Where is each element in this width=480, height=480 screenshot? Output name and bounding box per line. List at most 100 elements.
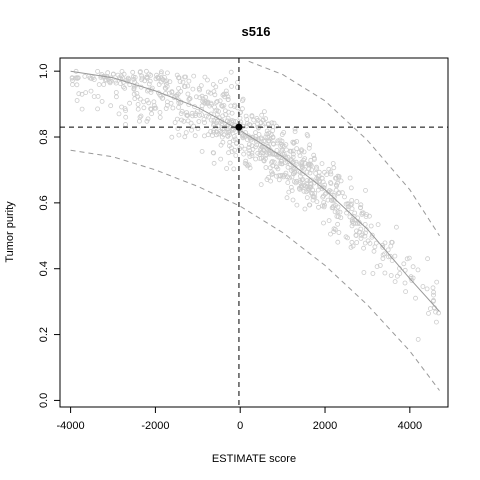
scatter-point [192,113,198,119]
scatter-point [415,336,421,342]
scatter-point [131,91,137,97]
scatter-point [278,143,284,149]
scatter-point [137,96,143,102]
scatter-point [151,99,157,105]
scatter-point [393,224,399,230]
scatter-point [174,94,180,99]
scatter-point [135,106,141,112]
scatter-point [274,147,280,153]
scatter-point [285,180,291,186]
x-axis-label: ESTIMATE score [212,453,296,465]
scatter-point [284,195,290,201]
scatter-point [125,75,131,81]
x-tick-label: 2000 [313,420,337,432]
scatter-point [392,279,398,285]
scatter-point [294,139,300,144]
scatter-point [175,91,181,97]
scatter-point [216,127,222,133]
scatter-point [306,202,312,208]
scatter-point [144,88,150,94]
scatter-point [137,114,143,120]
scatter-point [91,94,97,99]
scatter-point [180,79,186,85]
scatter-point [266,174,272,180]
fit-curve [70,70,440,312]
scatter-point [70,82,75,87]
scatter-point [336,175,342,181]
scatter-point [95,94,101,99]
scatter-point [276,177,282,183]
scatter-point [201,117,207,122]
scatter-point [176,105,182,110]
scatter-point [297,186,303,192]
scatter-point [221,103,227,108]
scatter-point [363,214,369,220]
scatter-point [410,264,416,270]
scatter-point [137,70,143,75]
scatter-point [302,206,308,212]
scatter-point [288,167,294,173]
scatter-point [269,171,275,177]
scatter-point [108,103,114,109]
scatter-point [322,182,328,188]
scatter-point [266,138,272,144]
scatter-point [118,76,123,82]
scatter-point [121,84,126,90]
scatter-point [75,75,81,81]
scatter-point [96,82,102,87]
scatter-point [202,120,207,125]
scatter-point [263,134,269,140]
scatter-point [249,113,255,118]
scatter-point [123,122,128,127]
scatter-point [205,99,211,105]
scatter-point [190,113,196,119]
scatter-point [337,209,343,215]
scatter-point [181,84,187,89]
scatter-point [224,166,230,171]
scatter-point [227,160,233,166]
x-tick-label: -2000 [141,420,169,432]
scatter-point [214,120,219,126]
scatter-point [191,123,197,129]
scatter-point [141,105,147,111]
scatter-point [269,120,275,126]
scatter-point [152,105,157,111]
scatter-point [74,82,80,88]
scatter-point [336,230,342,235]
scatter-point [343,234,349,240]
scatter-point [394,273,400,279]
scatter-point [212,92,218,98]
scatter-point [290,148,296,154]
scatter-point [338,215,344,221]
scatter-point [185,83,191,89]
y-tick-label: 0.8 [38,129,50,144]
scatter-point [141,99,147,105]
scatter-point [237,115,243,121]
scatter-point [251,117,257,123]
scatter-point [118,81,123,86]
scatter-point [382,251,387,257]
scatter-point [157,115,163,120]
scatter-point [289,188,295,194]
scatter-point [415,267,421,273]
scatter-point [306,186,312,192]
scatter-point [334,180,340,186]
scatter-point [261,109,267,114]
scatter-point [370,271,376,276]
scatter-point [401,261,407,267]
scatter-point [225,97,231,102]
scatter-point [199,103,205,109]
scatter-point [321,220,326,226]
scatter-point [345,204,351,210]
scatter-point [263,116,269,122]
scatter-point [101,82,107,87]
scatter-point [223,88,229,94]
scatter-point [208,129,214,134]
scatter-point [380,256,386,261]
scatter-point [182,74,187,80]
scatter-point [403,289,409,295]
scatter-point [164,103,170,108]
scatter-point [265,122,271,127]
scatter-point [184,110,190,115]
scatter-point [115,72,121,78]
